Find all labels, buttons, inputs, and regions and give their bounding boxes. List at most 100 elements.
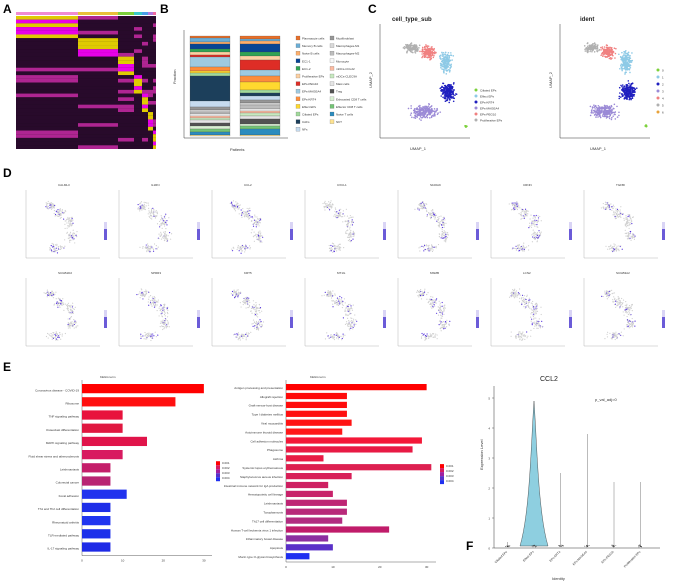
feature-point <box>627 219 629 221</box>
feature-point <box>338 212 340 215</box>
feature-point <box>349 226 351 228</box>
heatmap-cell <box>134 38 142 42</box>
heatmap-cell <box>142 27 148 31</box>
feature-point <box>439 221 441 223</box>
feature-point <box>68 217 70 220</box>
feature-point <box>151 337 153 339</box>
feature-point <box>512 204 514 207</box>
umap-point <box>628 98 631 101</box>
feature-point <box>615 208 617 210</box>
feature-point <box>140 205 142 207</box>
umap-point <box>403 47 406 50</box>
stack-segment <box>239 102 281 106</box>
heatmap-cell <box>153 19 156 24</box>
feature-point <box>247 213 249 215</box>
feature-point <box>331 203 334 205</box>
feature-point <box>352 216 354 218</box>
umap-point <box>406 47 409 50</box>
feature-point <box>55 214 57 217</box>
feature-point <box>244 216 246 218</box>
feature-point <box>612 207 614 210</box>
heatmap-cell <box>118 130 134 135</box>
stack-segment <box>239 38 281 42</box>
feature-point <box>161 222 163 224</box>
feature-point <box>71 321 73 323</box>
feature-point <box>602 202 604 205</box>
feature-point <box>632 235 635 237</box>
feature-point <box>255 219 257 221</box>
umap-point <box>444 64 447 67</box>
feature-point <box>615 212 618 215</box>
feature-point <box>236 204 238 206</box>
umap-point <box>602 48 605 51</box>
feature-point <box>434 305 436 307</box>
feature-colorbar <box>104 310 107 328</box>
feature-point <box>430 249 432 251</box>
feature-point <box>145 205 147 207</box>
heatmap-cell <box>16 60 78 65</box>
umap-point <box>621 51 623 54</box>
heatmap-cell <box>16 27 78 31</box>
feature-point <box>605 206 607 209</box>
feature-point <box>540 231 542 233</box>
feature-point <box>162 220 164 222</box>
umap-point <box>447 93 449 95</box>
umap-point <box>627 89 630 92</box>
stack-segment <box>239 43 281 53</box>
heatmap-cell <box>148 141 153 146</box>
umap-point <box>618 111 620 114</box>
panel-c-left-xlabel: UMAP_1 <box>410 146 427 151</box>
feature-point <box>336 304 338 306</box>
feature-point <box>345 310 347 312</box>
feature-point <box>347 220 349 222</box>
feature-point <box>613 245 615 247</box>
feature-point <box>56 215 59 217</box>
stack-segment <box>239 55 281 61</box>
umap-point <box>605 107 608 109</box>
feature-point <box>248 306 251 308</box>
feature-point <box>51 338 53 340</box>
feature-point <box>73 238 75 240</box>
legend-label: Ciliated EPs <box>302 113 319 117</box>
heatmap-cell <box>134 126 142 131</box>
umap-point <box>425 44 427 46</box>
feature-point <box>148 332 150 334</box>
feature-point <box>425 207 427 210</box>
heatmap-cell <box>148 126 153 131</box>
feature-point <box>335 212 337 214</box>
feature-point <box>52 334 54 336</box>
feature-point <box>148 291 150 293</box>
heatmap-cell <box>142 16 148 20</box>
umap-point <box>413 111 416 114</box>
feature-point <box>427 292 429 294</box>
feature-point <box>339 213 341 215</box>
feature-point <box>153 304 156 307</box>
feature-point <box>73 319 75 321</box>
feature-point <box>252 217 254 219</box>
feature-point <box>445 235 447 237</box>
feature-point <box>340 299 342 301</box>
feature-point <box>353 234 355 236</box>
feature-point <box>348 328 350 330</box>
heatmap-cell <box>78 89 118 94</box>
feature-point <box>166 307 168 309</box>
umap-point <box>602 113 604 116</box>
heatmap-cell <box>142 45 148 50</box>
heatmap-cell <box>78 130 118 135</box>
heatmap-cell <box>78 23 118 28</box>
umap-point <box>594 45 597 48</box>
feature-point <box>328 247 331 250</box>
umap-point <box>411 116 413 119</box>
heatmap-cell <box>148 89 153 94</box>
feature-point <box>154 296 156 299</box>
feature-point <box>64 245 66 247</box>
feature-point <box>74 320 76 322</box>
legend-dot <box>656 82 660 86</box>
feature-point <box>146 250 148 253</box>
feature-point <box>438 221 440 223</box>
feature-point <box>610 244 612 246</box>
feature-point <box>233 290 235 292</box>
feature-point <box>341 300 343 302</box>
feature-point <box>241 333 243 336</box>
